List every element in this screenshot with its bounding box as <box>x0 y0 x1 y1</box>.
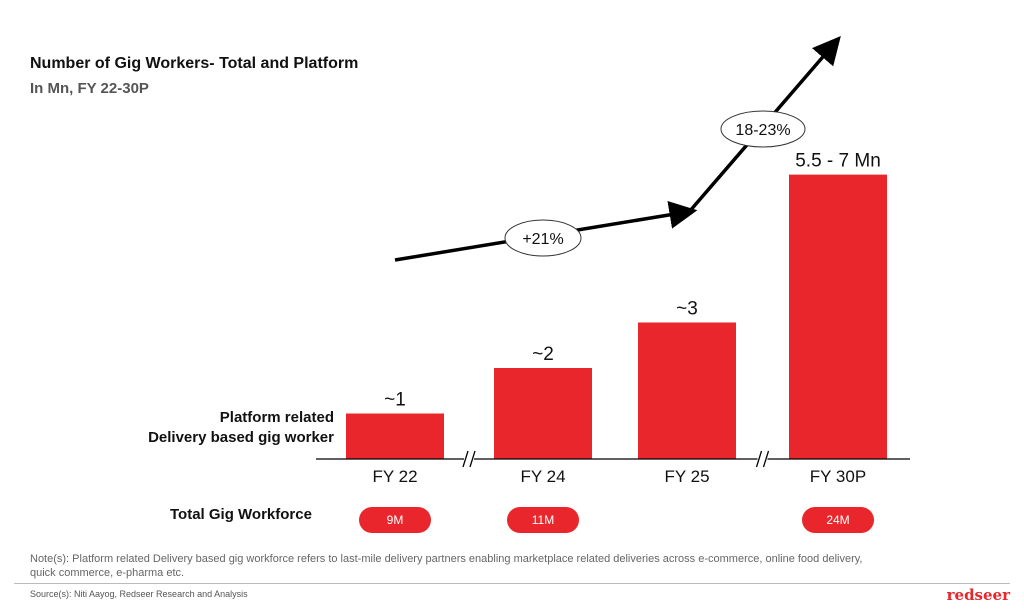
platform-row-label-line2: Delivery based gig worker <box>148 429 334 446</box>
platform-row-label: Platform related Delivery based gig work… <box>148 408 334 448</box>
source-text: Source(s): Niti Aayog, Redseer Research … <box>30 589 248 599</box>
value-label-fy-22: ~1 <box>384 390 406 411</box>
chart-title: Number of Gig Workers- Total and Platfor… <box>30 55 359 72</box>
axis-break-fy-25-fy-30p <box>755 450 770 468</box>
footnote: Note(s): Platform related Delivery based… <box>30 553 863 579</box>
x-tick-label-fy-24: FY 24 <box>520 467 565 486</box>
value-label-fy-30p: 5.5 - 7 Mn <box>795 151 881 172</box>
chart-subtitle: In Mn, FY 22-30P <box>30 80 149 97</box>
growth-label-18-23: 18-23% <box>735 122 790 139</box>
total-workforce-badge-fy-24: 11M <box>507 507 579 533</box>
footer-divider <box>14 583 1010 584</box>
total-gig-workforce-label: Total Gig Workforce <box>170 506 312 523</box>
x-tick-label-fy-25: FY 25 <box>664 467 709 486</box>
bar-fy-22 <box>346 413 444 459</box>
growth-bubble-21 <box>504 219 582 257</box>
bar-fy-30p <box>789 174 887 459</box>
bar-chart: ~1 FY 22 ~2 FY 24 ~3 FY 25 5.5 - 7 Mn FY 30P +2… <box>316 36 910 486</box>
x-tick-label-fy-22: FY 22 <box>372 467 417 486</box>
value-label-fy-24: ~2 <box>532 344 554 365</box>
growth-label-21: +21% <box>522 231 563 248</box>
bar-fy-25 <box>638 322 736 459</box>
total-workforce-badge-fy-22: 9M <box>359 507 431 533</box>
axis-break-fy-22-fy-24 <box>462 450 476 468</box>
bar-fy-24 <box>494 368 592 459</box>
platform-row-label-line1: Platform related <box>219 409 334 426</box>
growth-bubble-18-23 <box>720 110 806 148</box>
brand-logo: redseer <box>946 586 1010 604</box>
value-label-fy-25: ~3 <box>676 299 698 320</box>
total-workforce-badge-fy-30p: 24M <box>802 507 874 533</box>
x-tick-label-fy-30p: FY 30P <box>810 467 866 486</box>
